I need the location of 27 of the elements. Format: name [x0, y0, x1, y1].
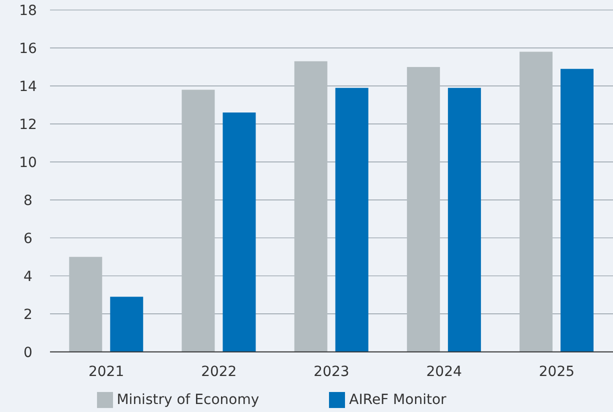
bar	[406, 66, 440, 352]
y-tick-label: 16	[19, 40, 37, 57]
y-tick-label: 14	[19, 78, 37, 95]
bar	[182, 90, 215, 352]
x-tick-label: 2021	[88, 364, 124, 380]
x-tick-label: 2025	[538, 364, 575, 380]
bar	[222, 112, 256, 352]
y-tick-label: 10	[19, 154, 37, 171]
bar	[294, 61, 328, 352]
x-tick-label: 2023	[314, 364, 350, 380]
y-tick-label: 6	[24, 230, 33, 247]
bar	[520, 52, 553, 352]
x-tick-label: 2024	[426, 364, 462, 380]
legend-label: Ministry of Economy	[116, 392, 260, 408]
y-tick-label: 2	[24, 306, 32, 323]
legend-label: AIReF Monitor	[349, 392, 446, 408]
bar	[335, 88, 368, 352]
bar	[69, 256, 102, 352]
bar	[560, 68, 594, 352]
y-tick-label: 12	[19, 116, 37, 133]
y-tick-label: 8	[24, 192, 32, 209]
y-tick-label: 4	[24, 268, 33, 285]
bar	[448, 88, 481, 352]
y-tick-label: 18	[19, 2, 37, 19]
y-tick-label: 0	[24, 344, 32, 361]
bar	[110, 296, 144, 352]
x-tick-label: 2022	[201, 364, 237, 380]
